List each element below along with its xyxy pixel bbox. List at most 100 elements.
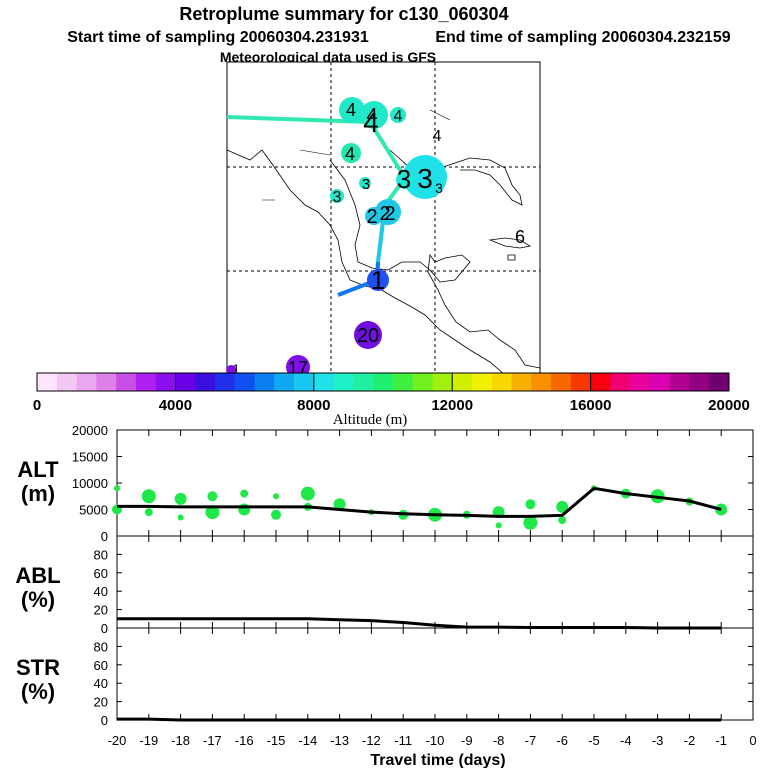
figure-title: Retroplume summary for c130_060304 [179,4,508,24]
state-borders [262,109,451,201]
coastline-gulf [329,159,541,369]
colorbar-swatch [175,373,196,391]
colorbar-swatch [37,373,58,391]
x-tick-label: -10 [426,733,445,748]
plume-label: 20 [357,325,379,347]
x-tick-label: -7 [525,733,537,748]
colorbar-frame [36,372,730,392]
colorbar-swatch [353,373,374,391]
x-tick-label: -5 [588,733,600,748]
colorbar-swatch [313,373,334,391]
plume-label: 4 [366,105,377,127]
x-tick-label: -3 [652,733,664,748]
x-tick-label: 0 [749,733,756,748]
x-tick-label: -13 [330,733,349,748]
colorbar-swatch [373,373,394,391]
series-line [117,717,722,722]
colorbar-ticks: 0 4000 8000 12000 16000 20000 [33,373,750,414]
plume-label: 3 [397,164,411,194]
colorbar-swatch [570,373,591,391]
colorbar-tick-label: 12000 [431,397,473,414]
x-tick-label: -14 [298,733,317,748]
y-tick-label: 0 [101,621,108,636]
plume-label: 2 [366,206,377,228]
colorbar-tick-label: 0 [33,397,41,414]
x-tick-label: -4 [620,733,632,748]
colorbar-swatch [709,373,730,391]
colorbar-swatch [452,373,473,391]
cuba-island [488,237,532,249]
altitude-dot [525,499,536,510]
altitude-dot [205,505,220,520]
end-time: End time of sampling 20060304.232159 [435,29,730,46]
colorbar-swatch [195,373,216,391]
x-tick-label: -15 [267,733,286,748]
colorbar-swatch [531,373,552,391]
altitude-dot [523,515,538,530]
coastline-pacific [226,149,506,376]
altitude-dot [240,489,249,498]
y-tick-label: 0 [101,713,108,728]
x-tick-label: -6 [556,733,568,748]
plume-label: 3 [435,180,443,196]
x-tick-label: -1 [715,733,727,748]
colorbar-swatch [649,373,670,391]
colorbar-swatch [333,373,354,391]
altitude-dot [144,508,153,517]
x-tick-label: -19 [139,733,158,748]
y-tick-label: 80 [94,639,108,654]
plume-label: 6 [515,227,525,247]
x-tick-label: -8 [493,733,505,748]
altitude-dot [333,498,346,511]
plume-circle [341,143,361,163]
colorbar-swatch [491,373,512,391]
altitude-dot [558,516,567,525]
colorbar-swatch [135,373,156,391]
plume-label: 4 [363,107,379,138]
plume-label: 3 [362,176,370,193]
y-tick-label: 40 [94,584,108,599]
x-tick-label: -20 [108,733,127,748]
altitude-dot [300,486,315,501]
colorbar-tick-label: 16000 [570,397,612,414]
panel-ylabel: ALT [17,457,59,482]
plume-label: 2 [379,203,390,225]
plume-circle [354,321,382,349]
colorbar-swatch [669,373,690,391]
colorbar-tick-label: 8000 [297,397,330,414]
start-time: Start time of sampling 20060304.231931 [67,29,369,46]
panel-frame [116,627,754,721]
colorbar-tick-label: 20000 [708,397,750,414]
colorbar-swatch [610,373,631,391]
altitude-dot [141,489,156,504]
plume-circle [365,207,383,225]
plume-circle [330,189,344,203]
colorbar-swatch [294,373,315,391]
plume-label: 4 [345,144,355,164]
plume-circle [360,101,388,129]
colorbar-swatch [630,373,651,391]
plume-circle [396,171,414,189]
colorbar-swatch [432,373,453,391]
jamaica-island [507,254,516,261]
y-tick-label: 60 [94,658,108,673]
colorbar-swatch [551,373,572,391]
timeseries-panels: 20000150001000050000ALT(m)806040200ABL(%… [15,423,756,748]
plume-label: 4 [346,100,356,120]
colorbar-swatch [254,373,275,391]
y-tick-label: 10000 [72,476,108,491]
altitude-dot [271,509,281,520]
plume-label: 3 [333,189,342,206]
plume-label: 4 [433,128,442,145]
x-tick-label: -12 [362,733,381,748]
x-tick-label: -11 [394,733,412,748]
colorbar-swatch [689,373,710,391]
colorbar-tick-label: 4000 [159,397,192,414]
altitude-dot [207,491,218,502]
colorbar-swatch [116,373,137,391]
panel-yunit: (m) [21,481,55,506]
altitude-dot [174,492,187,505]
colorbar-swatch [155,373,176,391]
series-line [117,617,722,630]
